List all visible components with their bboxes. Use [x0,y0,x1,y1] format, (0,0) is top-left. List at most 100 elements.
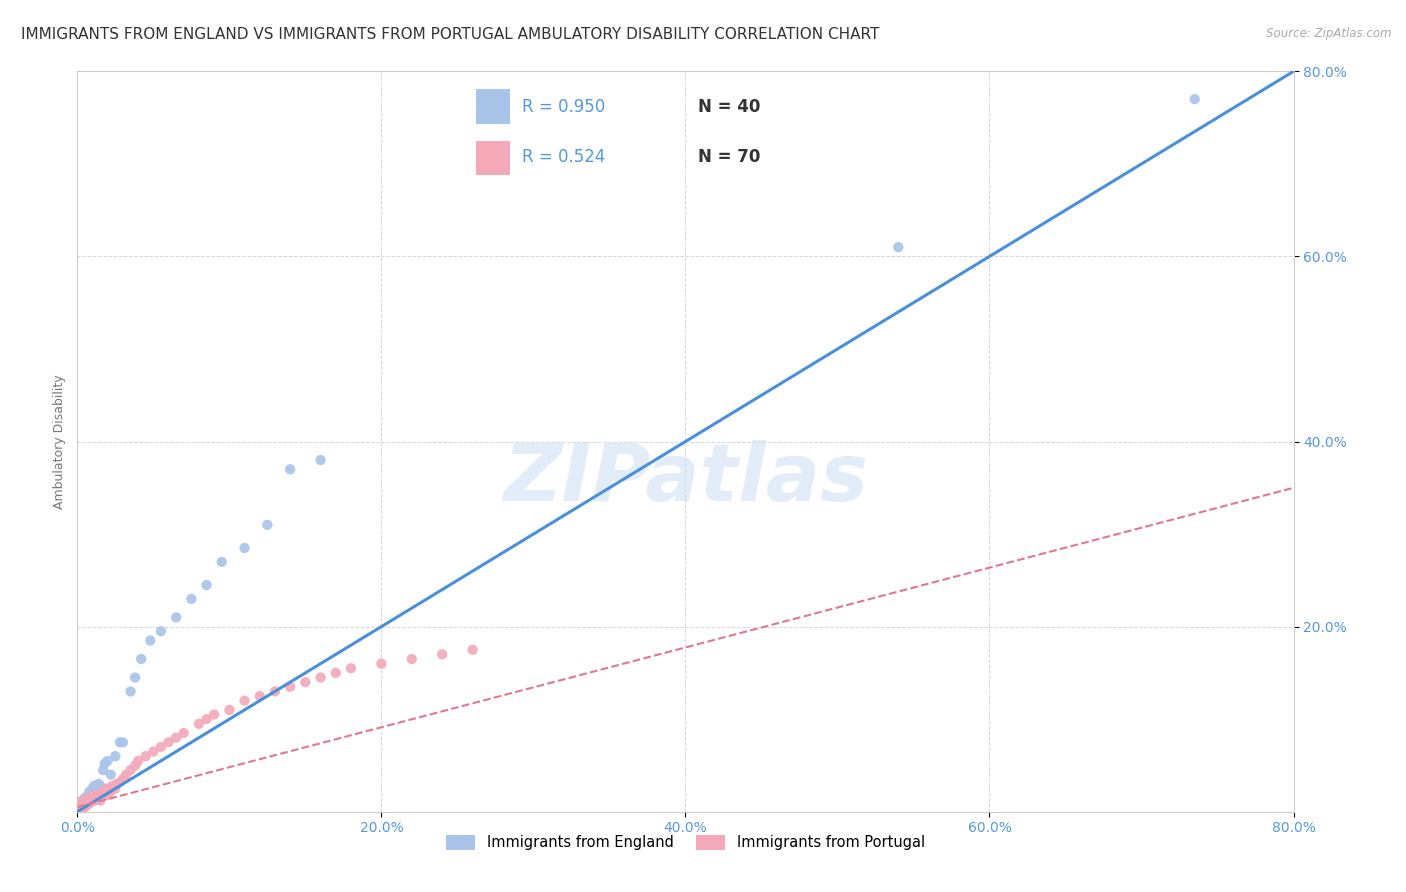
Point [73,790,96,805]
Point [83,788,105,802]
Point [83,794,105,808]
Point [69,797,91,812]
Point [93,786,115,800]
Point [135,749,157,764]
Text: ZIPatlas: ZIPatlas [503,440,868,517]
Point [82,781,104,796]
Point [195,712,218,726]
Point [401,652,423,666]
Point [430,648,453,662]
Point [97,788,120,802]
Point [142,745,165,759]
Text: IMMIGRANTS FROM ENGLAND VS IMMIGRANTS FROM PORTUGAL AMBULATORY DISABILITY CORREL: IMMIGRANTS FROM ENGLAND VS IMMIGRANTS FR… [21,27,880,42]
Point [82,789,104,804]
Point [91,784,114,798]
Point [309,453,332,467]
Point [180,591,202,606]
Point [104,781,127,796]
Point [67,801,90,815]
Point [195,578,218,592]
Point [188,716,211,731]
Point [67,803,90,817]
Point [120,763,142,777]
Point [70,800,93,814]
Point [115,767,138,781]
Point [108,775,131,789]
Point [80,796,103,810]
Point [165,610,187,624]
Point [70,798,93,813]
Point [120,684,142,698]
Point [91,763,114,777]
Point [108,735,131,749]
Legend: Immigrants from England, Immigrants from Portugal: Immigrants from England, Immigrants from… [440,830,931,856]
Point [69,796,91,810]
Point [70,801,93,815]
Point [77,794,100,808]
Point [129,652,152,666]
Point [69,796,91,810]
Point [75,796,97,810]
Point [79,796,101,810]
Point [80,786,103,800]
Point [75,794,97,808]
Point [77,797,100,812]
Point [87,788,110,802]
Point [149,624,172,639]
Point [87,777,110,791]
Point [79,784,101,798]
Point [202,707,225,722]
Point [80,791,103,805]
Point [370,657,392,671]
Y-axis label: Ambulatory Disability: Ambulatory Disability [53,375,66,508]
Point [79,790,101,805]
Point [211,555,233,569]
Text: Source: ZipAtlas.com: Source: ZipAtlas.com [1267,27,1392,40]
Point [461,642,484,657]
Point [84,793,107,807]
Point [233,694,256,708]
Point [309,671,332,685]
Point [294,675,316,690]
Point [104,749,127,764]
Point [127,754,149,768]
Point [278,680,301,694]
Point [69,800,91,814]
Point [75,798,97,813]
Point [139,633,162,648]
Point [325,665,347,680]
Point [124,758,146,772]
Point [70,796,93,810]
Point [249,689,271,703]
Point [70,794,93,808]
Point [100,767,122,781]
Point [86,790,108,805]
Point [89,788,111,802]
Point [96,781,118,796]
Point [218,703,240,717]
Point [278,462,301,476]
Point [111,735,134,749]
Point [887,240,910,254]
Point [101,779,124,793]
Point [89,779,111,793]
Point [173,726,195,740]
Point [75,791,97,805]
Point [111,772,134,787]
Point [100,784,122,798]
Point [340,661,363,675]
Point [264,684,287,698]
Point [84,788,107,802]
Point [73,797,96,812]
Point [84,784,107,798]
Point [83,779,105,793]
Point [73,794,96,808]
Point [105,777,128,791]
Point [98,781,121,796]
Point [69,797,91,812]
Point [1184,92,1206,106]
Point [77,788,100,802]
Point [165,731,187,745]
Point [90,786,112,800]
Point [124,671,146,685]
